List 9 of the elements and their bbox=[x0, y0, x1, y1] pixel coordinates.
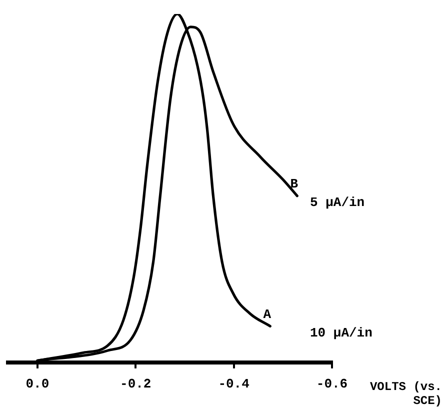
x-tick-label: 0.0 bbox=[26, 376, 50, 392]
annotation: 5 µA/in bbox=[310, 195, 365, 210]
series-label: B bbox=[290, 176, 298, 192]
x-tick-label: -0.6 bbox=[316, 376, 348, 392]
x-tick-label: -0.4 bbox=[218, 376, 250, 392]
series-label: A bbox=[263, 306, 272, 322]
annotation: 10 µA/in bbox=[310, 325, 373, 340]
x-tick-label: -0.2 bbox=[120, 376, 152, 392]
x-axis-title: VOLTS (vs. SCE) bbox=[368, 380, 442, 408]
